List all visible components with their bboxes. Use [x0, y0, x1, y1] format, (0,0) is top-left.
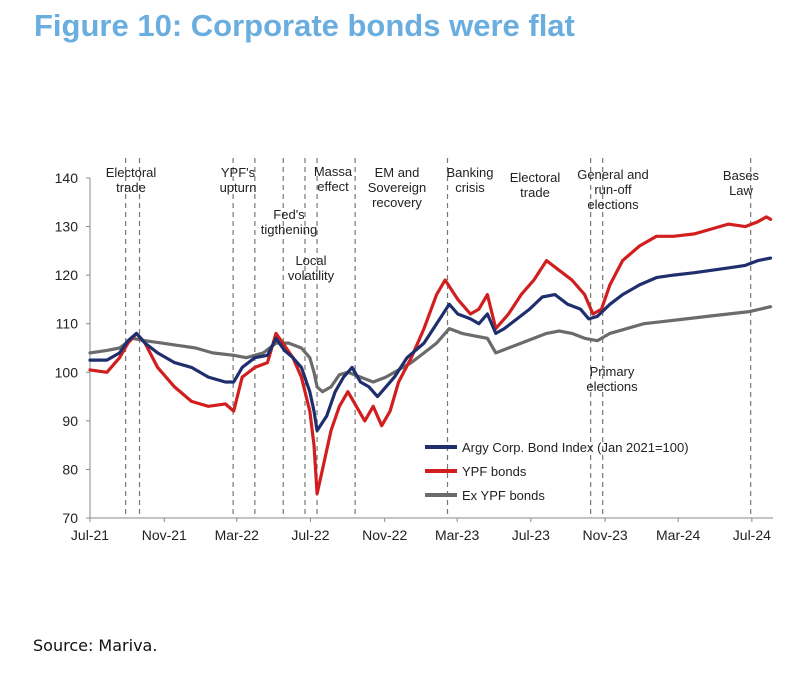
event-lines [125, 158, 752, 518]
y-tick-label: 130 [55, 219, 79, 235]
event-annotation: Massa effect [314, 164, 353, 194]
legend: Argy Corp. Bond Index (Jan 2021=100) YPF … [425, 440, 689, 503]
y-tick-label: 120 [55, 267, 79, 283]
x-tick-label: Mar-23 [435, 527, 480, 543]
legend-label: Ex YPF bonds [462, 488, 545, 503]
x-tick-label: Mar-22 [215, 527, 260, 543]
legend-label: YPF bonds [462, 464, 527, 479]
event-annotation: Bases Law [723, 168, 760, 198]
y-tick-label: 140 [55, 170, 79, 186]
event-annotation: YPF's upturn [220, 165, 257, 195]
source-note: Source: Mariva. [33, 636, 158, 655]
x-tick-label: Jul-24 [733, 527, 771, 543]
x-tick-label: Nov-22 [362, 527, 407, 543]
series-line [88, 305, 773, 394]
event-annotation: EM and Sovereign recovery [368, 165, 427, 210]
event-annotation: Primary elections [586, 364, 638, 394]
figure-title: Figure 10: Corporate bonds were flat [34, 8, 575, 43]
y-tick-label: 70 [62, 510, 78, 526]
x-tick-label: Nov-23 [583, 527, 628, 543]
x-tick-label: Jul-21 [71, 527, 109, 543]
y-tick-label: 100 [55, 364, 79, 380]
series-line [88, 215, 773, 496]
series-lines [88, 215, 773, 496]
series-line [88, 256, 773, 433]
event-annotation: Electoral trade [510, 170, 561, 200]
event-annotation: Local volatility [288, 253, 335, 283]
y-tick-label: 90 [62, 413, 78, 429]
legend-label: Argy Corp. Bond Index (Jan 2021=100) [462, 440, 689, 455]
event-annotation: General and run-off elections [577, 167, 649, 212]
axes: 70 80 90 100 110 120 130 140 Jul-21 Nov-21 Mar-22 J… [55, 170, 773, 543]
y-tick-label: 110 [56, 316, 79, 332]
x-tick-label: Mar-24 [656, 527, 701, 543]
line-chart: 70 80 90 100 110 120 130 140 Jul-21 Nov-21 Mar-22 J… [55, 158, 773, 543]
x-tick-label: Jul-22 [291, 527, 329, 543]
x-tick-label: Jul-23 [512, 527, 550, 543]
event-annotation: Banking crisis [447, 165, 494, 195]
event-annotation: Electoral trade [106, 165, 157, 195]
x-tick-label: Nov-21 [142, 527, 187, 543]
event-annotation: Fed's tigthening [261, 207, 317, 237]
y-tick-label: 80 [62, 461, 78, 477]
